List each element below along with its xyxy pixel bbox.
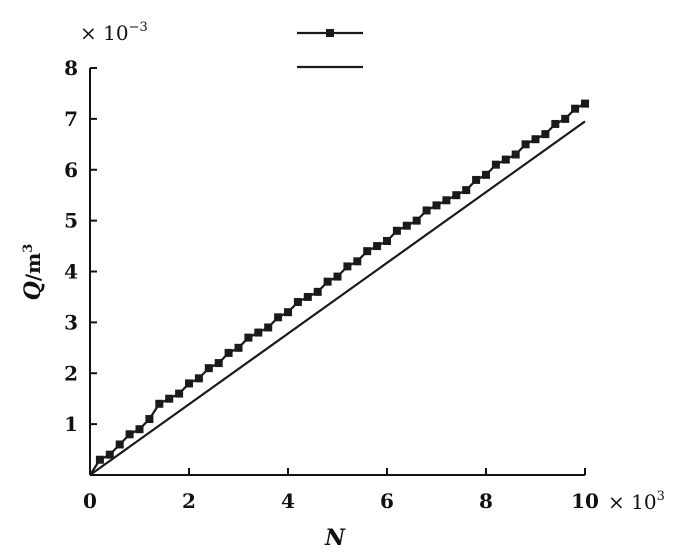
series-1-point bbox=[501, 155, 510, 164]
series-1-point bbox=[422, 206, 431, 215]
series-1-point bbox=[293, 298, 302, 307]
legend bbox=[297, 29, 363, 69]
series-1-point bbox=[284, 308, 292, 317]
x-tick-label: 8 bbox=[479, 489, 493, 513]
x-multiplier: × 103 bbox=[608, 489, 665, 514]
series-1-point bbox=[571, 104, 580, 113]
series-1-point bbox=[95, 455, 104, 464]
series-1-point bbox=[254, 328, 263, 337]
series-1-point bbox=[135, 425, 144, 434]
series-1-point bbox=[333, 272, 342, 281]
series-1-point bbox=[551, 119, 560, 128]
series-1-point bbox=[313, 287, 322, 296]
x-tick-label: 4 bbox=[281, 489, 295, 513]
y-tick-label: 6 bbox=[64, 158, 78, 182]
series-1-point bbox=[155, 399, 164, 408]
series-1-point bbox=[165, 394, 174, 403]
series-1-point bbox=[303, 292, 312, 301]
series-1-point bbox=[383, 236, 391, 245]
y-tick-label: 7 bbox=[64, 107, 78, 131]
series-1-point bbox=[482, 170, 490, 179]
axes bbox=[89, 68, 585, 476]
series-1-point bbox=[402, 221, 411, 230]
legend-marker-series-1 bbox=[326, 29, 334, 37]
series-1-point bbox=[412, 216, 421, 225]
x-tick-label: 10 bbox=[571, 489, 599, 513]
series-1-point bbox=[561, 114, 570, 123]
series-1-point bbox=[541, 130, 550, 139]
y-tick-label: 5 bbox=[64, 209, 78, 233]
y-tick-label: 8 bbox=[64, 56, 78, 80]
series-1-point bbox=[234, 343, 243, 352]
x-tick-label: 6 bbox=[380, 489, 394, 513]
series-1-point bbox=[462, 186, 471, 195]
series-1-point bbox=[363, 247, 372, 256]
series-1-point bbox=[432, 201, 441, 210]
series-1-point bbox=[581, 99, 589, 108]
series-2-line bbox=[89, 120, 586, 476]
y-axis-title: Q/m3 bbox=[20, 244, 46, 301]
series-1-point bbox=[214, 359, 223, 368]
y-multiplier: × 10−3 bbox=[80, 20, 148, 45]
series-1-point bbox=[343, 262, 352, 271]
series-1-line bbox=[89, 102, 586, 476]
series-1-point bbox=[224, 348, 233, 357]
series-1-point bbox=[125, 430, 134, 439]
series-1-point bbox=[185, 379, 193, 388]
series-1-point bbox=[472, 175, 481, 184]
y-tick-label: 4 bbox=[64, 260, 78, 284]
y-tick-label: 3 bbox=[64, 310, 78, 334]
series-1-point bbox=[442, 196, 451, 205]
series-1-point bbox=[274, 313, 283, 322]
series-1-point bbox=[264, 323, 273, 332]
series-1-point bbox=[392, 226, 401, 235]
y-tick-label: 1 bbox=[64, 412, 78, 436]
series-1-point bbox=[452, 191, 461, 200]
series-layer bbox=[89, 99, 589, 476]
series-1-point bbox=[204, 364, 213, 373]
series-1-point bbox=[105, 450, 114, 459]
series-1-point bbox=[353, 257, 362, 266]
y-tick-label: 2 bbox=[64, 361, 78, 385]
x-tick-label: 2 bbox=[182, 489, 196, 513]
series-1-point bbox=[115, 440, 124, 449]
series-1-point bbox=[175, 389, 184, 398]
series-1-point bbox=[521, 140, 530, 149]
x-axis-title: N bbox=[324, 525, 346, 551]
series-1-point bbox=[194, 374, 203, 383]
series-1-point bbox=[145, 415, 154, 424]
x-tick-label: 0 bbox=[83, 489, 97, 513]
series-1-point bbox=[531, 135, 540, 144]
series-1-point bbox=[511, 150, 520, 159]
series-1-point bbox=[244, 333, 253, 342]
series-1-point bbox=[323, 277, 332, 286]
series-1-point bbox=[373, 242, 382, 251]
series-1-point bbox=[491, 160, 500, 169]
